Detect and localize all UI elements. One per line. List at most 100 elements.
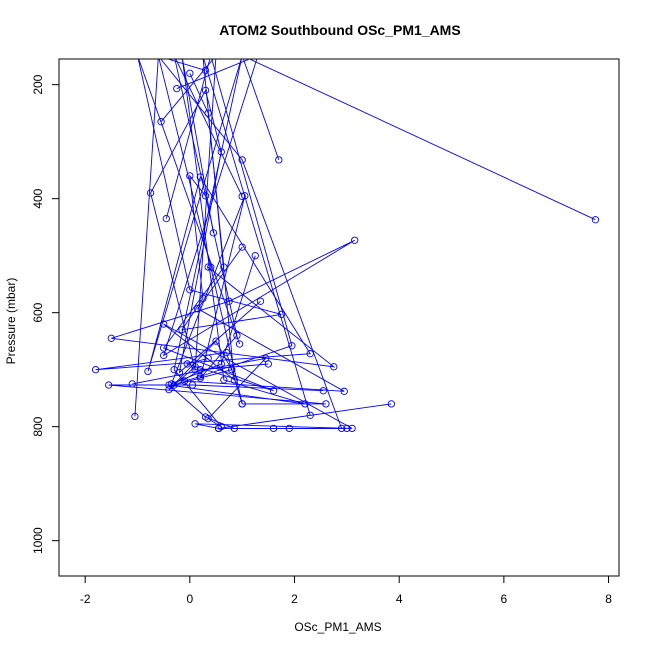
series-line-12	[162, 73, 274, 392]
y-tick-label: 1000	[31, 527, 45, 554]
data-point	[214, 424, 223, 433]
series-line-2	[111, 59, 355, 368]
data-point	[209, 229, 218, 237]
series-line-6	[165, 59, 345, 392]
data-point	[188, 381, 197, 389]
data-point	[251, 252, 259, 260]
data-point	[240, 59, 244, 60]
x-axis: -2 0 2 4 6 8	[80, 575, 612, 606]
data-point	[201, 413, 210, 421]
data-point	[322, 400, 330, 408]
x-tick-label: 8	[605, 592, 612, 606]
series-line-3	[150, 59, 261, 374]
y-tick-label: 400	[31, 188, 45, 208]
data-point	[183, 360, 191, 368]
data-point	[269, 387, 278, 395]
data-point	[178, 326, 186, 334]
data-point	[264, 360, 272, 368]
data-point	[212, 337, 220, 345]
data-point	[222, 348, 231, 357]
y-tick-label: 600	[31, 302, 45, 322]
data-point	[238, 192, 246, 201]
data-point	[288, 342, 296, 350]
data-point	[172, 59, 176, 60]
data-point	[351, 236, 359, 244]
data-point	[256, 59, 260, 60]
data-point	[157, 118, 165, 126]
data-point	[131, 412, 139, 421]
series-line-10	[167, 59, 347, 429]
data-point	[214, 59, 218, 60]
data-point	[241, 192, 249, 200]
data-point	[306, 350, 314, 358]
data-point	[230, 424, 238, 433]
data-point	[275, 156, 283, 164]
y-tick-label: 200	[31, 74, 45, 94]
data-point	[179, 59, 185, 60]
data-point	[186, 69, 194, 77]
data-point	[240, 59, 244, 60]
series-line-11	[108, 59, 326, 417]
x-axis-label: OSc_PM1_AMS	[294, 620, 381, 634]
x-tick-label: 2	[291, 592, 298, 606]
data-point	[162, 214, 170, 223]
data-point	[343, 424, 351, 433]
data-point	[204, 109, 212, 117]
series-line-7	[137, 59, 282, 345]
data-point	[207, 263, 215, 271]
x-tick-label: 4	[396, 592, 403, 606]
data-point	[235, 340, 244, 348]
data-point	[146, 189, 155, 197]
data-point	[340, 387, 348, 395]
data-point	[160, 320, 168, 328]
data-point	[319, 387, 327, 395]
data-point	[204, 263, 212, 271]
data-point	[165, 385, 173, 394]
data-point	[238, 400, 246, 408]
data-point	[144, 367, 152, 376]
data-point	[220, 263, 228, 271]
x-tick-label: 6	[501, 592, 508, 606]
data-point	[160, 344, 168, 352]
data-point	[387, 400, 395, 408]
data-point	[306, 411, 314, 419]
data-point	[186, 172, 194, 180]
data-point	[105, 381, 113, 389]
data-point	[209, 59, 213, 60]
y-axis-label: Pressure (mbar)	[4, 278, 18, 365]
y-tick-label: 800	[31, 416, 45, 436]
x-tick-label: -2	[80, 592, 91, 606]
data-point	[238, 156, 246, 164]
data-point	[170, 381, 178, 389]
data-point	[107, 334, 115, 342]
data-point	[160, 351, 168, 360]
data-point	[591, 216, 600, 224]
data-point	[204, 354, 212, 362]
data-point	[200, 59, 206, 60]
chart-title: ATOM2 Southbound OSc_PM1_AMS	[219, 22, 460, 38]
data-point	[136, 59, 139, 60]
data-point	[201, 66, 210, 75]
data-point	[191, 420, 199, 428]
data-point	[228, 366, 236, 374]
series-line-13	[168, 340, 269, 390]
data-point	[201, 192, 210, 200]
data-point	[233, 331, 241, 340]
series-line-4	[95, 59, 311, 405]
data-point	[220, 376, 228, 384]
y-axis: 200 400 600 800 1000	[31, 74, 60, 554]
data-point	[238, 243, 246, 251]
data-point	[330, 363, 338, 371]
data-point	[186, 286, 194, 294]
data-point	[191, 363, 199, 371]
plot-area	[91, 59, 600, 433]
data-point	[217, 148, 225, 156]
data-point	[91, 366, 100, 374]
data-point	[256, 297, 265, 305]
data-point	[156, 59, 161, 60]
data-point	[173, 84, 181, 93]
x-tick-label: 0	[186, 592, 193, 606]
plot-frame	[58, 58, 620, 577]
data-point	[156, 59, 161, 60]
